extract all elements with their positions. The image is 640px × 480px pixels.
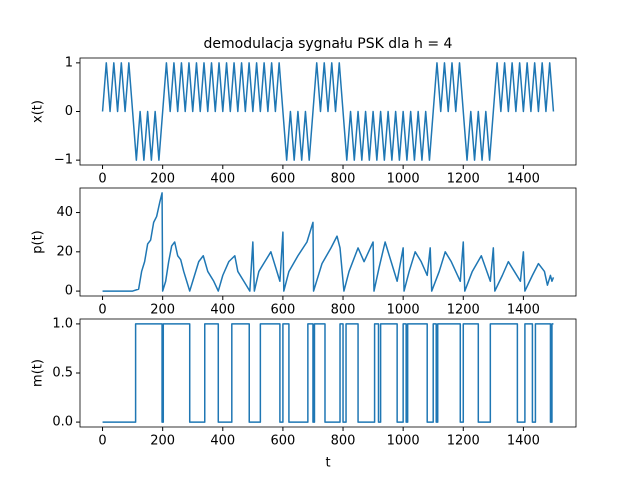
y-axis-label: p(t) xyxy=(31,230,46,254)
x-tick-label: 400 xyxy=(210,172,235,187)
y-tick-label: 0.0 xyxy=(52,415,73,430)
x-tick-label: 600 xyxy=(270,434,295,449)
axes-frame xyxy=(79,318,577,428)
signal-line xyxy=(102,323,554,423)
x-tick-label: 800 xyxy=(331,303,356,318)
x-tick-label: 200 xyxy=(150,172,175,187)
x-tick-label: 1400 xyxy=(507,172,540,187)
x-tick-label: 1200 xyxy=(447,172,480,187)
x-tick-label: 0 xyxy=(98,172,106,187)
y-tick-label: 20 xyxy=(56,244,73,259)
y-tick-label: 0 xyxy=(65,104,73,119)
y-tick-label: 1.0 xyxy=(52,316,73,331)
axes-frame xyxy=(79,187,577,297)
x-tick-label: 400 xyxy=(210,434,235,449)
y-tick-label: −1 xyxy=(54,153,73,168)
chart-title: demodulacja sygnału PSK dla h = 4 xyxy=(204,36,453,52)
signal-line xyxy=(102,192,555,292)
x-tick-label: 200 xyxy=(150,303,175,318)
y-tick-label: 40 xyxy=(56,205,73,220)
x-tick-label: 1200 xyxy=(447,434,480,449)
x-tick-label: 1400 xyxy=(507,434,540,449)
x-tick-label: 400 xyxy=(210,303,235,318)
x-tick-label: 0 xyxy=(98,303,106,318)
x-tick-label: 1000 xyxy=(387,303,420,318)
x-tick-label: 800 xyxy=(331,434,356,449)
x-tick-label: 200 xyxy=(150,434,175,449)
y-tick-label: 0.5 xyxy=(52,366,73,381)
y-axis-label: x(t) xyxy=(31,100,46,123)
x-tick-label: 1000 xyxy=(387,434,420,449)
y-tick-label: 1 xyxy=(65,55,73,70)
x-axis-label: t xyxy=(325,456,330,471)
x-tick-label: 1400 xyxy=(507,303,540,318)
y-axis-label: m(t) xyxy=(31,359,46,387)
x-tick-label: 0 xyxy=(98,434,106,449)
x-tick-label: 600 xyxy=(270,172,295,187)
x-tick-label: 1200 xyxy=(447,303,480,318)
x-tick-label: 600 xyxy=(270,303,295,318)
y-tick-label: 0 xyxy=(65,284,73,299)
signal-line xyxy=(101,62,555,161)
axes-frame xyxy=(79,57,577,166)
x-tick-label: 1000 xyxy=(387,172,420,187)
x-tick-label: 800 xyxy=(331,172,356,187)
